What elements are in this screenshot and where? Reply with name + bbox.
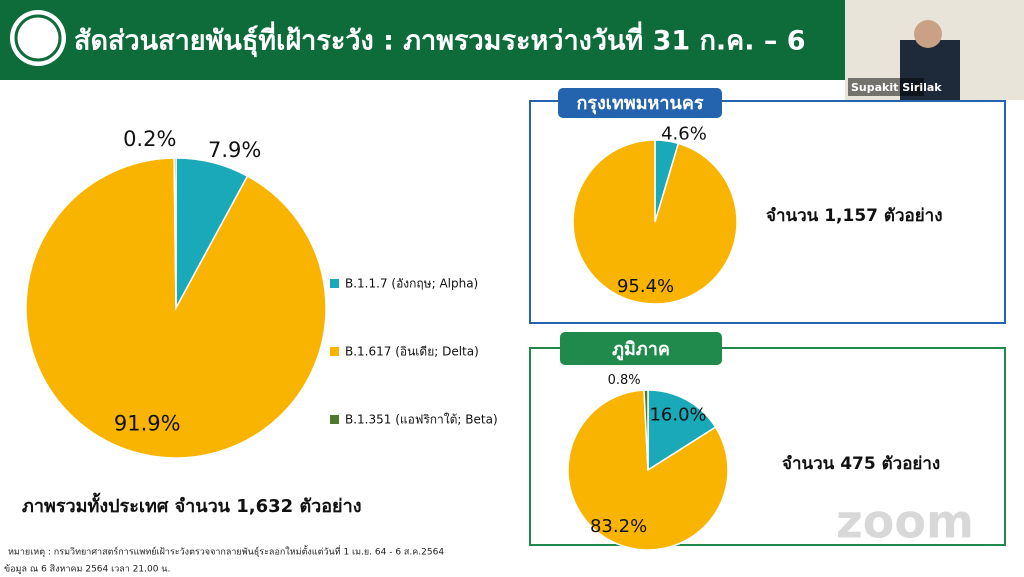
chart-note: จำนวน 475 ตัวอย่าง bbox=[782, 454, 940, 474]
legend-swatch bbox=[330, 415, 339, 424]
legend-label: B.1.1.7 (อังกฤษ; Alpha) bbox=[345, 277, 478, 291]
value-label: 16.0% bbox=[649, 404, 706, 425]
footnote: หมายเหตุ : กรมวิทยาศาสตร์การแพทย์เฝ้าระว… bbox=[8, 545, 444, 558]
legend-swatch bbox=[330, 347, 339, 356]
presenter-head bbox=[914, 20, 942, 48]
bangkok-box bbox=[529, 100, 1006, 324]
legend-label: B.1.351 (แอฟริกาใต้; Beta) bbox=[345, 413, 498, 427]
value-label: 0.2% bbox=[123, 127, 176, 151]
header-title: สัดส่วนสายพันธุ์ที่เฝ้าระวัง : ภาพรวมระห… bbox=[74, 21, 806, 58]
video-name-bg bbox=[848, 78, 924, 96]
value-label: 4.6% bbox=[661, 123, 707, 144]
logo-ring bbox=[14, 14, 62, 62]
chart-note: ภาพรวมทั้งประเทศ จำนวน 1,632 ตัวอย่าง bbox=[22, 492, 362, 517]
value-label: 7.9% bbox=[208, 138, 261, 162]
pie-slice bbox=[25, 157, 327, 459]
pie-slice bbox=[173, 157, 177, 309]
legend-label: B.1.617 (อินเดีย; Delta) bbox=[345, 345, 479, 359]
pie-slice bbox=[643, 389, 649, 471]
watermark: zoom bbox=[836, 495, 974, 549]
value-label: 83.2% bbox=[590, 516, 647, 537]
chart-note: จำนวน 1,157 ตัวอย่าง bbox=[766, 206, 943, 226]
logo bbox=[10, 10, 66, 66]
region-box bbox=[529, 347, 1006, 546]
bangkok-pill bbox=[558, 88, 722, 118]
chart-title: กรุงเทพมหานคร bbox=[576, 93, 703, 115]
legend-swatch bbox=[330, 279, 339, 288]
pie-slice bbox=[567, 389, 729, 551]
pie-slice bbox=[647, 389, 717, 472]
value-label: 91.9% bbox=[114, 412, 181, 436]
chart-title: ภูมิภาค bbox=[612, 339, 670, 361]
value-label: 0.8% bbox=[608, 373, 641, 388]
pie-slice bbox=[572, 139, 738, 305]
footnote-date: ข้อมูล ณ 6 สิงหาคม 2564 เวลา 21.00 น. bbox=[4, 564, 170, 575]
value-label: 95.4% bbox=[617, 276, 674, 297]
region-pill bbox=[560, 332, 722, 365]
video-name: Supakit Sirilak bbox=[851, 81, 942, 94]
